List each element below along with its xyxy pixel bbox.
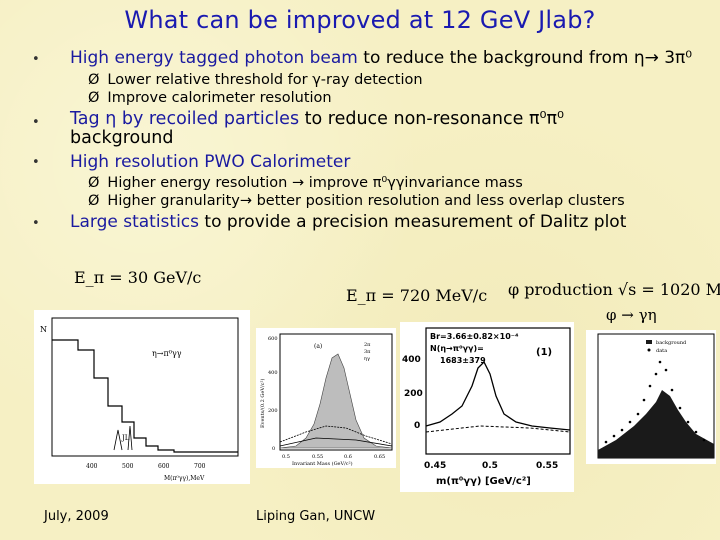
plot-3-background xyxy=(425,425,571,433)
plot-3-n-text: N(η→π⁰γγ)= xyxy=(430,344,484,353)
plot-1: N η→π⁰γγ JL 400 500 600 700 M(π⁰γγ),MeV xyxy=(34,310,250,484)
plot-3-frame xyxy=(425,327,571,455)
plot-1-xtick: 600 xyxy=(158,463,170,470)
sub-bullet-text: Higher granularity→ better position reso… xyxy=(107,193,625,209)
plot-3-svg: Br=3.66±0.82×10⁻⁴ N(η→π⁰γγ)= 1683±379 (1… xyxy=(402,327,571,487)
plot-2-ytick: 0 xyxy=(272,446,275,452)
bullet-1-text: to reduce the background from η→ 3π⁰ xyxy=(357,48,693,68)
bullet-2: Tag η by recoiled particles to reduce no… xyxy=(70,110,630,148)
bullet-1-highlight: High energy tagged photon beam xyxy=(70,48,358,68)
plot-2-bg-3pi xyxy=(279,437,393,447)
plot-2-ytick: 200 xyxy=(268,408,278,414)
plot-1-histogram xyxy=(52,339,238,453)
footer-author: Liping Gan, UNCW xyxy=(256,509,376,524)
plot-2-legend-item: 2π xyxy=(364,342,371,348)
plot-4-legend-swatch-data xyxy=(647,348,651,352)
plot-1-xlabel: M(π⁰γγ),MeV xyxy=(164,475,205,482)
bullet-marker: • xyxy=(32,115,40,130)
plot-1-ylabel: N xyxy=(40,325,47,334)
bullet-4-highlight: Large statistics xyxy=(70,212,200,232)
bullet-4: Large statistics to provide a precision … xyxy=(70,212,626,232)
bullet-3: High resolution PWO Calorimeter xyxy=(70,152,351,172)
plot-3-fit xyxy=(425,360,571,431)
sub-marker: Ø xyxy=(88,90,100,106)
plot-2-xlabel: Invariant Mass (GeV/c²) xyxy=(292,460,353,467)
plot-1-frame xyxy=(51,317,239,457)
plot-2-frame xyxy=(279,333,393,451)
sub-bullet-1-1: Ø Lower relative threshold for γ-ray dete… xyxy=(88,72,423,88)
plot-1-xtick: 700 xyxy=(194,463,206,470)
plot-1-xtick: 400 xyxy=(86,463,98,470)
plot-4-data-points xyxy=(604,360,706,444)
formula-phi-production: φ production √s = 1020 MeV xyxy=(508,280,720,299)
slide-title: What can be improved at 12 GeV Jlab? xyxy=(124,6,596,34)
footer-date: July, 2009 xyxy=(44,509,109,524)
plot-3-xlabel: m(π⁰γγ) [GeV/c²] xyxy=(436,476,531,487)
plot-2-legend-item: 3π xyxy=(364,349,371,355)
bullet-2-highlight: Tag η by recoiled particles xyxy=(70,109,300,129)
plot-1-xtick: 500 xyxy=(122,463,134,470)
bullet-marker: • xyxy=(32,155,40,170)
sub-bullet-text: Improve calorimeter resolution xyxy=(107,90,332,106)
plot-2-bg-2pi xyxy=(279,425,393,445)
plot-3-br-text: Br=3.66±0.82×10⁻⁴ xyxy=(430,332,519,341)
plot-3-ytick: 0 xyxy=(414,421,420,431)
plot-4-background-fill xyxy=(598,390,714,458)
plot-2-xtick: 0.6 xyxy=(344,454,352,460)
plot-4-legend-swatch-bg xyxy=(646,340,652,344)
plot-2-legend-item: ηγ xyxy=(364,356,370,362)
bullet-marker: • xyxy=(32,52,40,67)
plot-1-svg: N η→π⁰γγ JL 400 500 600 700 M(π⁰γγ),MeV xyxy=(40,317,239,482)
plot-2-ylabel: Events/(0.2 GeV/c²) xyxy=(259,379,266,428)
plot-2-ytick: 400 xyxy=(268,370,278,376)
plot-1-annotation: JL xyxy=(121,434,130,442)
plot-2-ytick: 600 xyxy=(268,336,278,342)
sub-marker: Ø xyxy=(88,193,100,209)
plot-2-xtick: 0.55 xyxy=(312,454,323,460)
formula-phi-decay: φ → γη xyxy=(606,306,657,324)
sub-bullet-text: Higher energy resolution → improve π⁰γγi… xyxy=(107,175,523,191)
bullet-1: High energy tagged photon beam to reduce… xyxy=(70,48,692,68)
sub-bullet-3-2: Ø Higher granularity→ better position res… xyxy=(88,193,625,209)
bullet-marker: • xyxy=(32,216,40,231)
plot-2-xtick: 0.65 xyxy=(374,454,385,460)
plot-2-tag: (a) xyxy=(314,343,322,350)
sub-marker: Ø xyxy=(88,175,100,191)
sub-bullet-3-1: Ø Higher energy resolution → improve π⁰γγ… xyxy=(88,175,523,191)
bullet-2-text: to reduce non-resonance π⁰π⁰ background xyxy=(70,109,565,148)
sub-bullet-text: Lower relative threshold for γ-ray detec… xyxy=(107,72,423,88)
plot-1-legend: η→π⁰γγ xyxy=(152,349,182,358)
plot-2: (a) 2π 3π ηγ Events/(0.2 GeV/c²) 0 200 4… xyxy=(256,328,396,468)
plot-4-legend-item: background xyxy=(656,340,687,346)
sub-marker: Ø xyxy=(88,72,100,88)
plot-3-tag: (1) xyxy=(536,347,552,358)
plot-3: Br=3.66±0.82×10⁻⁴ N(η→π⁰γγ)= 1683±379 (1… xyxy=(400,322,574,492)
plot-3-xtick: 0.5 xyxy=(482,461,498,471)
plot-3-xtick: 0.45 xyxy=(424,461,446,471)
plot-4: background data xyxy=(586,330,716,464)
plot-4-legend-item: data xyxy=(656,348,667,354)
bullet-4-text: to provide a precision measurement of Da… xyxy=(199,212,627,232)
formula-e-pi-720: E_π = 720 MeV/c xyxy=(346,286,488,305)
plot-1-peak xyxy=(113,425,133,451)
formula-e-pi-30: E_π = 30 GeV/c xyxy=(74,268,202,287)
plot-3-ytick: 400 xyxy=(402,355,421,365)
plot-2-svg: (a) 2π 3π ηγ Events/(0.2 GeV/c²) 0 200 4… xyxy=(259,333,393,467)
plot-4-svg: background data xyxy=(597,333,715,459)
plot-3-xtick: 0.55 xyxy=(536,461,558,471)
plot-3-n-value: 1683±379 xyxy=(440,356,486,365)
plot-2-xtick: 0.5 xyxy=(282,454,290,460)
plot-2-signal xyxy=(279,353,393,449)
sub-bullet-1-2: Ø Improve calorimeter resolution xyxy=(88,90,332,106)
plot-3-ytick: 200 xyxy=(404,389,423,399)
